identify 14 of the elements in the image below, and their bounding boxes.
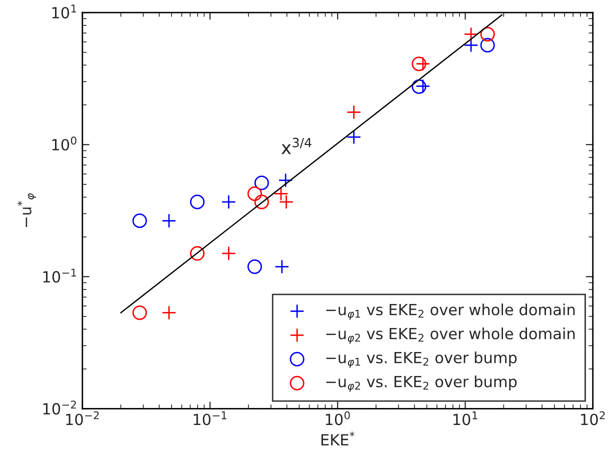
annotation: x$^{3/4}$ bbox=[281, 138, 312, 154]
x-tick-label: 10$^{2}$ bbox=[581, 411, 605, 426]
y-tick-label: 10$^{1}$ bbox=[52, 4, 76, 18]
legend-label: −u$_{φ2}$ vs EKE$_{2}$ over whole domain bbox=[326, 328, 575, 344]
y-tick-label: 10$^{−1}$ bbox=[43, 268, 76, 283]
legend-label: −u$_{φ1}$ vs EKE$_{2}$ over whole domain bbox=[326, 304, 575, 320]
x-axis-title: EKE$^{*}$ bbox=[321, 432, 354, 446]
legend-label: −u$_{φ1}$ vs. EKE$_{2}$ over bump bbox=[326, 352, 517, 368]
x-tick-label: 10$^{−1}$ bbox=[194, 411, 226, 426]
x-tick-label: 10$^{1}$ bbox=[453, 411, 478, 426]
legend-label: −u$_{φ2}$ vs. EKE$_{2}$ over bump bbox=[326, 376, 517, 392]
x-tick-label: 10$^{0}$ bbox=[326, 411, 350, 426]
y-tick-label: 10$^{0}$ bbox=[52, 136, 76, 151]
y-axis-title: −u$^{*}$$_{φ}$ bbox=[17, 193, 36, 228]
